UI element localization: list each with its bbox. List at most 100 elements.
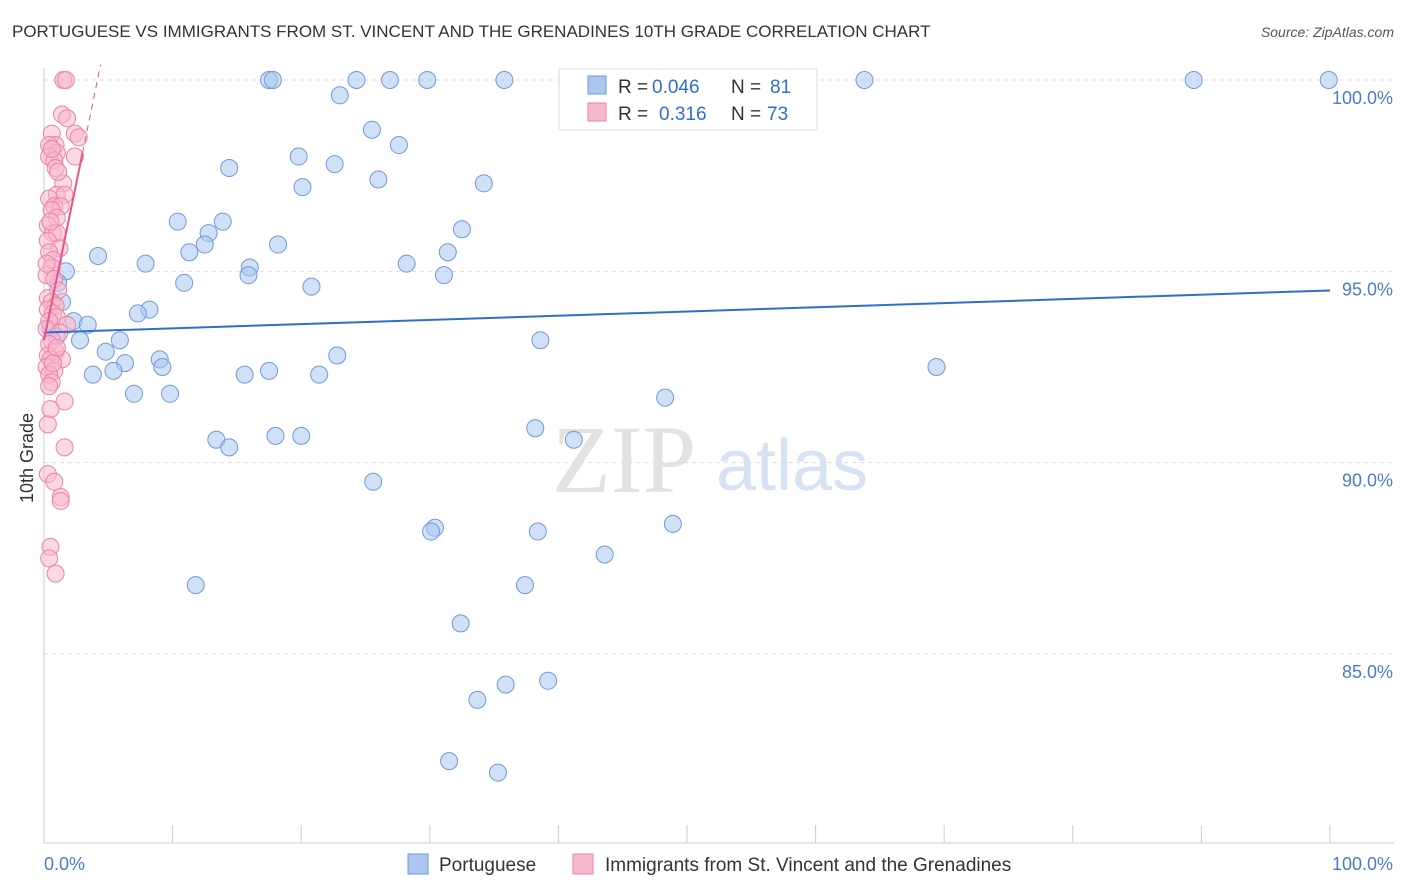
svg-immigrant-trend-line — [43, 152, 84, 341]
svg-immigrant-point — [47, 338, 66, 357]
portuguese-point — [369, 170, 388, 189]
watermark-atlas: atlas — [716, 426, 868, 506]
portuguese-point — [89, 247, 108, 266]
svg-immigrant-point — [56, 71, 75, 89]
stats-n-label-svg: N = — [731, 104, 761, 125]
stats-r-label-svg: R = — [618, 104, 648, 125]
chart-source: Source: ZipAtlas.com — [1260, 24, 1394, 40]
y-axis-label: 10th Grade — [17, 413, 37, 503]
portuguese-point — [855, 71, 874, 89]
data-points — [37, 71, 1338, 782]
x-tick-labels: 0.0% 100.0% — [44, 854, 1393, 874]
portuguese-point — [488, 763, 507, 782]
stats-r-value-portuguese: 0.046 — [652, 77, 700, 98]
portuguese-point — [418, 71, 437, 89]
portuguese-point — [397, 254, 416, 273]
portuguese-point — [328, 346, 347, 365]
chart-title: PORTUGUESE VS IMMIGRANTS FROM ST. VINCEN… — [12, 22, 931, 41]
portuguese-point — [235, 365, 254, 384]
portuguese-point — [289, 147, 308, 166]
portuguese-point — [310, 365, 329, 384]
portuguese-point — [71, 331, 90, 350]
portuguese-point — [380, 71, 399, 89]
portuguese-point — [468, 690, 487, 709]
series-legend: Portuguese Immigrants from St. Vincent a… — [407, 853, 1011, 876]
svg-immigrant-point — [40, 377, 59, 396]
portuguese-point — [239, 266, 258, 285]
portuguese-point — [260, 361, 279, 380]
y-tick-label: 100.0% — [1332, 88, 1393, 108]
portuguese-point — [161, 384, 180, 403]
svg-immigrant-point — [45, 472, 64, 491]
portuguese-point — [175, 273, 194, 292]
portuguese-point — [1184, 71, 1203, 89]
stats-legend-swatch-portuguese — [587, 75, 607, 95]
portuguese-point — [927, 358, 946, 376]
portuguese-point — [96, 342, 115, 361]
portuguese-point — [263, 71, 282, 89]
portuguese-point — [440, 752, 459, 771]
stats-legend-swatch-svg — [587, 102, 607, 122]
stats-r-label-portuguese: R = — [618, 77, 648, 98]
portuguese-point — [434, 266, 453, 285]
portuguese-point — [125, 384, 144, 403]
svg-immigrant-point — [37, 254, 56, 273]
y-tick-label: 85.0% — [1342, 662, 1393, 682]
svg-immigrant-point — [55, 392, 74, 411]
portuguese-point — [110, 331, 129, 350]
portuguese-point — [302, 277, 321, 296]
portuguese-point — [531, 331, 550, 350]
x-tick-label: 100.0% — [1332, 854, 1393, 874]
svg-immigrant-point — [46, 564, 65, 583]
svg-immigrant-point — [69, 128, 88, 147]
portuguese-point — [104, 361, 123, 380]
legend-swatch-portuguese — [407, 853, 429, 875]
stats-n-label-portuguese: N = — [731, 77, 761, 98]
portuguese-point — [451, 614, 470, 633]
portuguese-point — [213, 212, 232, 231]
portuguese-point — [656, 388, 675, 407]
portuguese-point — [186, 576, 205, 595]
portuguese-point — [266, 426, 285, 445]
portuguese-point — [83, 365, 102, 384]
y-tick-label: 90.0% — [1342, 471, 1393, 491]
portuguese-point — [422, 522, 441, 541]
x-tick-label: 0.0% — [44, 854, 85, 874]
portuguese-point — [528, 522, 547, 541]
svg-immigrant-point — [65, 147, 84, 166]
portuguese-point — [180, 243, 199, 262]
portuguese-point — [153, 358, 172, 376]
portuguese-point — [220, 438, 239, 457]
portuguese-point — [292, 426, 311, 445]
svg-immigrant-trend-extension — [82, 64, 102, 153]
stats-legend: R = 0.046 N = 81 R = 0.316 N = 73 — [558, 68, 818, 131]
portuguese-point — [496, 675, 515, 694]
svg-immigrant-point — [49, 162, 68, 181]
portuguese-point — [347, 71, 366, 89]
portuguese-point — [452, 220, 471, 239]
portuguese-trend-line — [43, 289, 1331, 334]
portuguese-point — [325, 155, 344, 174]
svg-immigrant-point — [41, 400, 60, 419]
portuguese-point — [526, 419, 545, 438]
legend-label-svg: Immigrants from St. Vincent and the Gren… — [605, 855, 1011, 876]
portuguese-point — [362, 120, 381, 139]
portuguese-point — [293, 178, 312, 197]
svg-immigrant-point — [44, 354, 63, 373]
portuguese-point — [269, 235, 288, 254]
svg-immigrant-point — [41, 212, 60, 231]
portuguese-point — [78, 315, 97, 334]
stats-n-value-portuguese: 81 — [770, 77, 791, 98]
svg-immigrant-point — [55, 438, 74, 457]
svg-immigrant-point — [58, 109, 77, 128]
stats-n-value-svg: 73 — [767, 104, 788, 125]
portuguese-point — [495, 71, 514, 89]
portuguese-point — [1319, 71, 1338, 89]
portuguese-point — [595, 545, 614, 564]
portuguese-point — [564, 430, 583, 449]
portuguese-point — [438, 243, 457, 262]
trend-lines — [43, 64, 1331, 341]
y-tick-label: 95.0% — [1342, 279, 1393, 299]
portuguese-point — [539, 671, 558, 690]
